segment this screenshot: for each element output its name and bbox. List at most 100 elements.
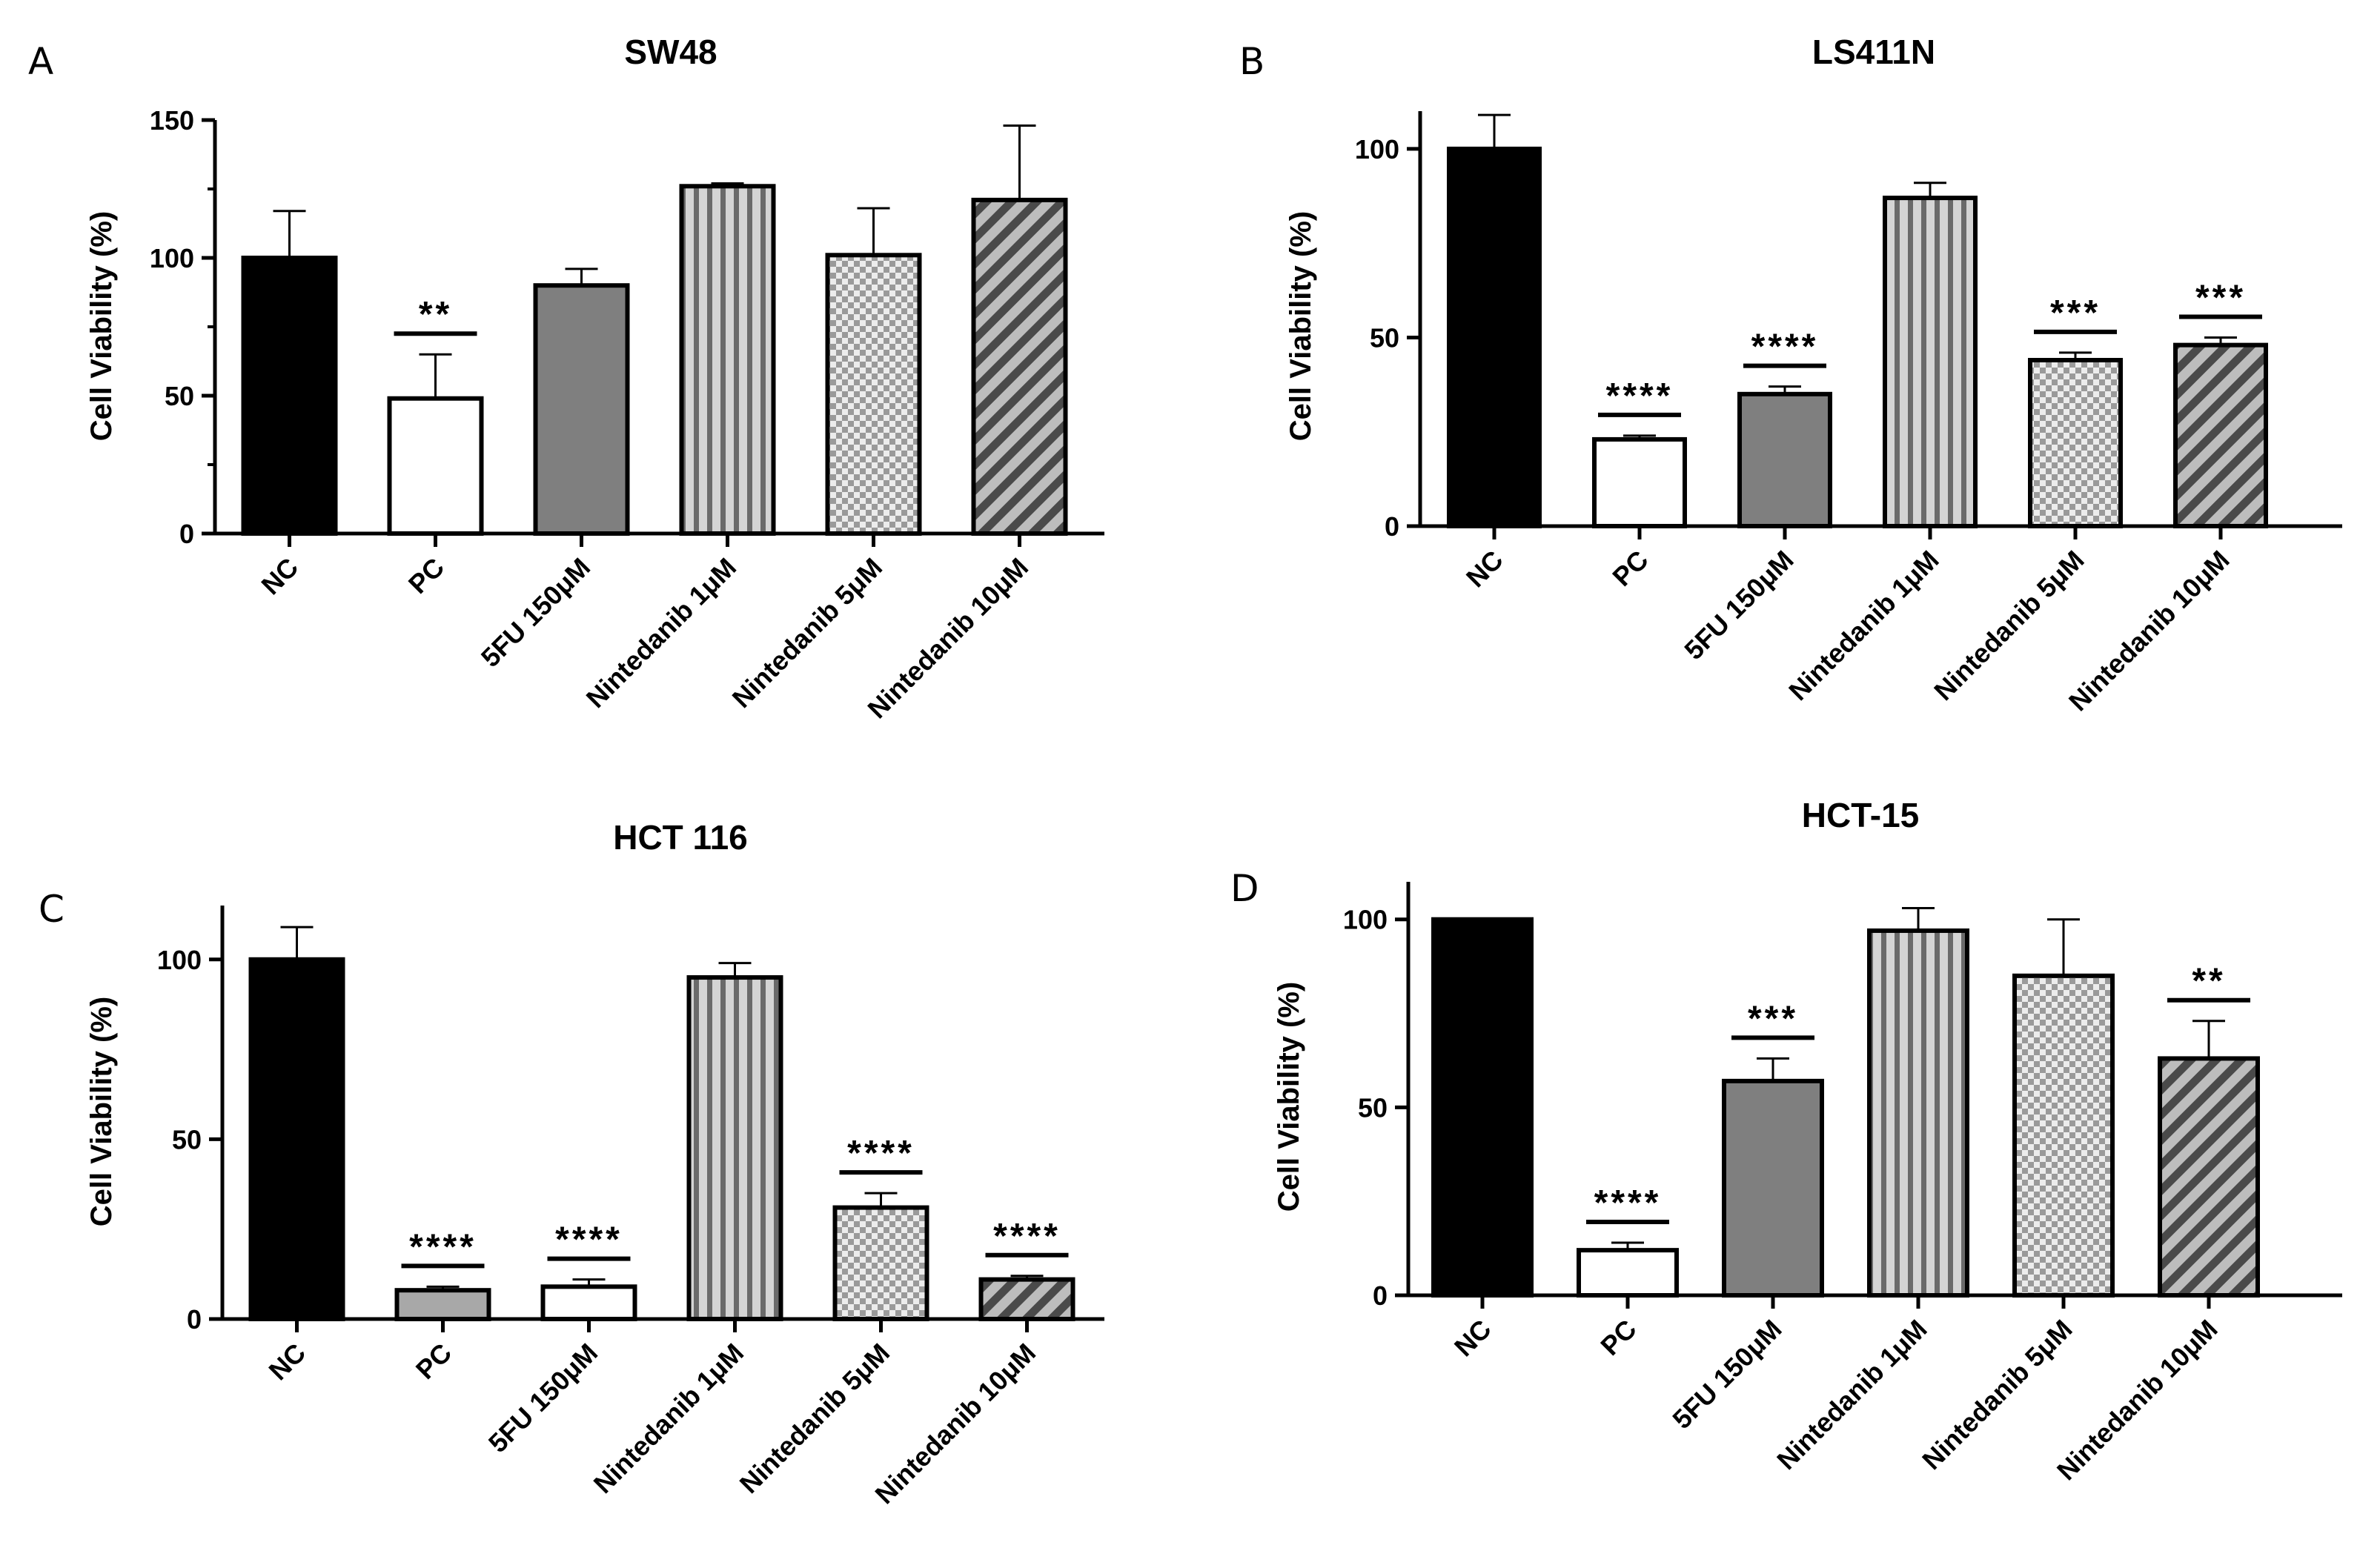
significance-stars: ** — [2192, 962, 2225, 1001]
x-tick-label: Nintedanib 5μM — [1928, 545, 2090, 707]
y-tick-label: 100 — [1355, 134, 1399, 165]
y-tick-label: 0 — [1385, 511, 1399, 542]
y-tick-label: 0 — [179, 519, 194, 549]
x-tick-label: 5FU 150μM — [483, 1338, 603, 1458]
panel-b-axes: 0 50 100 — [1355, 111, 2342, 542]
y-tick-label: 50 — [172, 1124, 202, 1155]
panel-b-bars — [1447, 146, 2268, 529]
significance-stars: **** — [1606, 376, 1674, 416]
x-tick-label: Nintedanib 1μM — [580, 552, 743, 714]
x-tick-label: NC — [255, 552, 304, 601]
x-tick-label: Nintedanib 10μM — [861, 552, 1034, 725]
bar — [1592, 436, 1687, 529]
bar — [978, 1277, 1075, 1322]
panel-d-bars — [1431, 917, 2260, 1298]
x-tick-label: PC — [1594, 1314, 1642, 1361]
x-tick-label: NC — [1448, 1314, 1497, 1363]
x-tick-label: 5FU 150μM — [475, 552, 596, 673]
x-tick-label: PC — [410, 1338, 457, 1385]
bar — [241, 256, 338, 536]
panel-a-bars — [241, 184, 1068, 536]
x-tick-label: Nintedanib 5μM — [734, 1338, 896, 1500]
panel-a-significance: ** — [394, 295, 477, 336]
significance-stars: *** — [1748, 999, 1798, 1038]
bar — [679, 184, 776, 536]
panel-d-error-bars — [1611, 907, 2225, 1251]
panel-b-title: LS411N — [1812, 33, 1935, 71]
x-tick-label: PC — [402, 552, 450, 599]
panel-d-significance: ********* — [1586, 962, 2250, 1224]
panel-c-letter: C — [39, 888, 64, 931]
x-tick-label: Nintedanib 1μM — [1783, 545, 1945, 707]
panel-c-title: HCT 116 — [613, 818, 748, 857]
panel-c-error-bars — [280, 926, 1044, 1291]
panel-d-y-axis-label: Cell Viability (%) — [1273, 982, 1305, 1212]
bar — [2158, 1056, 2260, 1298]
bar — [971, 197, 1068, 536]
significance-stars: **** — [409, 1227, 477, 1266]
x-tick-label: 5FU 150μM — [1678, 545, 1799, 665]
bar — [686, 975, 783, 1321]
panel-a-title: SW48 — [624, 33, 717, 71]
significance-stars: **** — [993, 1217, 1061, 1256]
y-tick-label: 50 — [165, 381, 194, 411]
x-tick-label: Nintedanib 10μM — [869, 1338, 1041, 1510]
y-tick-label: 0 — [187, 1304, 202, 1335]
panel-a-letter: A — [28, 40, 53, 83]
significance-stars: **** — [847, 1134, 915, 1173]
panel-c-y-axis-label: Cell Viability (%) — [85, 997, 118, 1226]
significance-stars: *** — [2050, 293, 2101, 333]
bar — [825, 253, 922, 536]
x-tick-label: Nintedanib 5μM — [1916, 1314, 2078, 1476]
bar — [832, 1205, 929, 1322]
y-tick-label: 100 — [157, 945, 202, 975]
y-tick-label: 100 — [1343, 905, 1388, 935]
x-tick-label: Nintedanib 10μM — [2063, 545, 2235, 717]
bar — [540, 1284, 637, 1322]
bar — [387, 396, 484, 536]
x-tick-label: Nintedanib 1μM — [1771, 1314, 1933, 1476]
bar — [2028, 358, 2123, 528]
significance-stars: **** — [1594, 1183, 1662, 1223]
y-tick-label: 50 — [1358, 1092, 1388, 1123]
bar — [2173, 342, 2268, 528]
bar — [1722, 1078, 1824, 1298]
x-tick-label: Nintedanib 1μM — [588, 1338, 750, 1500]
panel-b-y-axis-label: Cell Viability (%) — [1285, 211, 1317, 441]
x-tick-label: 5FU 150μM — [1666, 1314, 1787, 1435]
panel-d-title: HCT-15 — [1802, 796, 1919, 834]
bar — [1431, 917, 1534, 1298]
bar — [2012, 973, 2115, 1298]
panel-a-y-axis-label: Cell Viability (%) — [85, 211, 118, 441]
panel-b-letter: B — [1239, 40, 1264, 83]
panel-b-significance: *********** *** — [1598, 278, 2262, 417]
x-tick-label: PC — [1606, 545, 1654, 592]
bar — [248, 957, 345, 1321]
y-tick-label: 100 — [150, 243, 194, 273]
bar — [1577, 1248, 1679, 1298]
y-tick-label: 50 — [1370, 322, 1399, 353]
panel-c-bars — [248, 957, 1075, 1322]
x-tick-label: Nintedanib 10μM — [2051, 1314, 2224, 1486]
y-tick-label: 150 — [150, 105, 194, 136]
bar — [1867, 928, 1969, 1298]
panel-b-error-bars — [1478, 113, 2237, 439]
panel-c: C HCT 116 Cell Viability (%) 0 50 100 ****… — [39, 818, 1104, 1509]
significance-stars: *** — [2195, 278, 2246, 317]
y-tick-label: 0 — [1373, 1280, 1388, 1311]
bar — [1737, 391, 1832, 528]
x-tick-label: NC — [1460, 545, 1509, 594]
x-tick-label: Nintedanib 5μM — [726, 552, 889, 714]
significance-stars: ** — [419, 295, 452, 334]
bar — [1883, 196, 1978, 528]
bar — [533, 283, 630, 536]
panel-c-significance: **** **** **** **** — [401, 1134, 1069, 1269]
panel-d-letter: D — [1230, 867, 1259, 910]
x-tick-label: NC — [262, 1338, 311, 1386]
